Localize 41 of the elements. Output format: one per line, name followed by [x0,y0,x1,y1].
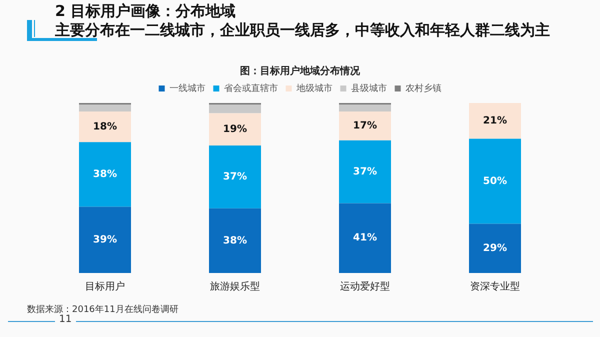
source-note: 数据来源：2016年11月在线问卷调研 [27,304,178,315]
bar [209,104,261,114]
x-tick-label: 目标用户 [85,280,125,293]
bar [339,203,391,273]
data-label: 38% [93,168,117,180]
data-label: 37% [353,166,377,178]
bar [209,208,261,273]
data-label: 21% [483,115,507,126]
bar [209,113,261,146]
x-tick-label: 资深专业型 [470,280,520,293]
chart-title: 2 目标用户画像：分布地域 [55,2,236,21]
x-tick-label: 运动爱好型 [340,280,390,293]
legend-label: 一线城市 [169,82,206,94]
data-label: 38% [223,235,247,246]
data-label: 41% [353,232,377,244]
bar [339,140,391,204]
bar [339,112,391,140]
x-tick-label: 旅游娱乐型 [210,280,260,293]
data-label: 39% [93,234,117,246]
bar [79,206,131,273]
bar [469,103,521,139]
legend-label: 县级城市 [350,82,387,94]
text: 11 [55,314,76,325]
data-label: 18% [93,121,117,132]
bar [209,146,261,208]
bar [79,142,131,207]
data-label: 50% [483,176,507,187]
bar [79,112,131,142]
legend-label: 地级城市 [295,82,332,94]
bar [469,224,521,273]
data-label: 17% [353,120,377,132]
legend-label: 省会或直辖市 [224,82,278,94]
data-label: 29% [483,242,507,254]
bar [469,138,521,224]
bar [79,104,131,112]
chart-subtitle: 主要分布在一二线城市，企业职员一线居多，中等收入和年轻人群二线为主 [55,21,550,40]
bar [339,104,391,112]
data-label: 37% [223,172,247,183]
data-label: 19% [223,124,247,135]
legend-label: 农村乡镇 [405,82,442,94]
text: 图：目标用户地域分布情况 [239,64,361,78]
